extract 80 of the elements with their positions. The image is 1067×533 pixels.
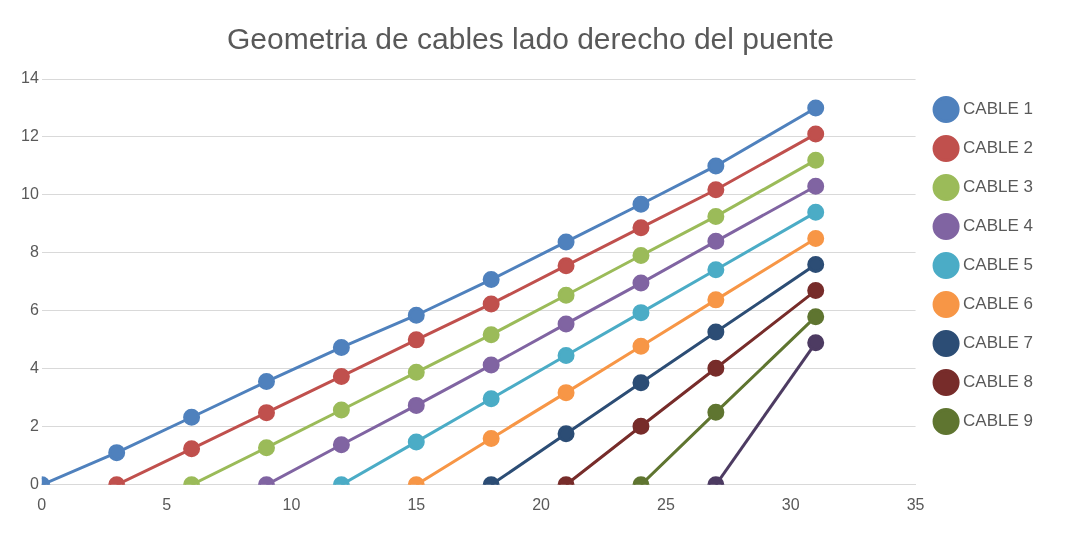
y-tick-label: 4 xyxy=(29,359,39,377)
point xyxy=(482,326,500,344)
y-tick-label: 6 xyxy=(29,301,39,319)
point xyxy=(807,334,825,352)
y-tick-label: 0 xyxy=(29,475,39,493)
x-tick-label: 15 xyxy=(407,495,426,513)
point xyxy=(557,425,575,443)
legend-label: CABLE 1 xyxy=(963,99,1034,119)
point xyxy=(407,331,425,349)
point xyxy=(807,203,825,221)
point xyxy=(108,444,126,462)
point xyxy=(707,403,725,421)
point xyxy=(707,157,725,175)
legend-label: CABLE 9 xyxy=(963,411,1034,431)
point xyxy=(807,151,825,169)
point xyxy=(807,256,825,274)
point xyxy=(632,417,650,435)
point xyxy=(707,261,725,279)
point xyxy=(482,271,500,289)
legend-label: CABLE 2 xyxy=(963,138,1034,158)
legend-label: CABLE 8 xyxy=(963,372,1034,392)
x-tick-label: 20 xyxy=(532,495,551,513)
point xyxy=(407,396,425,414)
point xyxy=(632,374,650,392)
point xyxy=(632,274,650,292)
y-tick-label: 14 xyxy=(21,69,39,87)
point xyxy=(332,338,350,356)
y-tick-label: 8 xyxy=(29,243,39,261)
chart-title: Geometria de cables lado derecho del puente xyxy=(226,22,835,56)
point xyxy=(332,401,350,419)
point xyxy=(482,390,500,408)
point xyxy=(183,408,201,426)
point xyxy=(707,359,725,377)
point xyxy=(632,337,650,355)
point xyxy=(807,99,825,117)
point xyxy=(257,373,275,391)
point xyxy=(557,233,575,251)
legend-label: CABLE 6 xyxy=(963,294,1034,314)
point xyxy=(482,429,500,447)
point xyxy=(482,295,500,313)
y-tick-label: 10 xyxy=(21,185,39,203)
point xyxy=(557,347,575,365)
legend-label: CABLE 4 xyxy=(963,216,1034,236)
point xyxy=(707,232,725,250)
point xyxy=(407,306,425,324)
point xyxy=(632,195,650,213)
point xyxy=(707,291,725,309)
point xyxy=(407,363,425,381)
point xyxy=(557,315,575,333)
point xyxy=(332,367,350,385)
point xyxy=(807,308,825,326)
point xyxy=(807,177,825,195)
point xyxy=(707,323,725,341)
legend-label: CABLE 7 xyxy=(963,333,1034,353)
point xyxy=(332,436,350,454)
point xyxy=(482,356,500,374)
legend-label: CABLE 5 xyxy=(963,255,1034,275)
point xyxy=(557,257,575,275)
y-tick-label: 2 xyxy=(29,417,39,435)
x-tick-label: 25 xyxy=(657,495,675,513)
point xyxy=(257,439,275,457)
point xyxy=(632,219,650,237)
x-tick-label: 30 xyxy=(781,495,800,513)
y-tick-label: 12 xyxy=(21,127,39,145)
x-tick-label: 35 xyxy=(906,495,925,513)
point xyxy=(807,125,825,143)
legend-label: CABLE 3 xyxy=(963,177,1034,197)
point xyxy=(632,304,650,322)
point xyxy=(557,384,575,402)
point xyxy=(407,433,425,451)
point xyxy=(257,404,275,422)
point xyxy=(183,440,201,458)
point xyxy=(557,286,575,304)
x-tick-label: 10 xyxy=(282,495,301,513)
point xyxy=(707,181,725,199)
point xyxy=(807,229,825,247)
point xyxy=(632,247,650,265)
point xyxy=(807,282,825,300)
point xyxy=(707,207,725,225)
x-tick-label: 5 xyxy=(162,495,172,513)
